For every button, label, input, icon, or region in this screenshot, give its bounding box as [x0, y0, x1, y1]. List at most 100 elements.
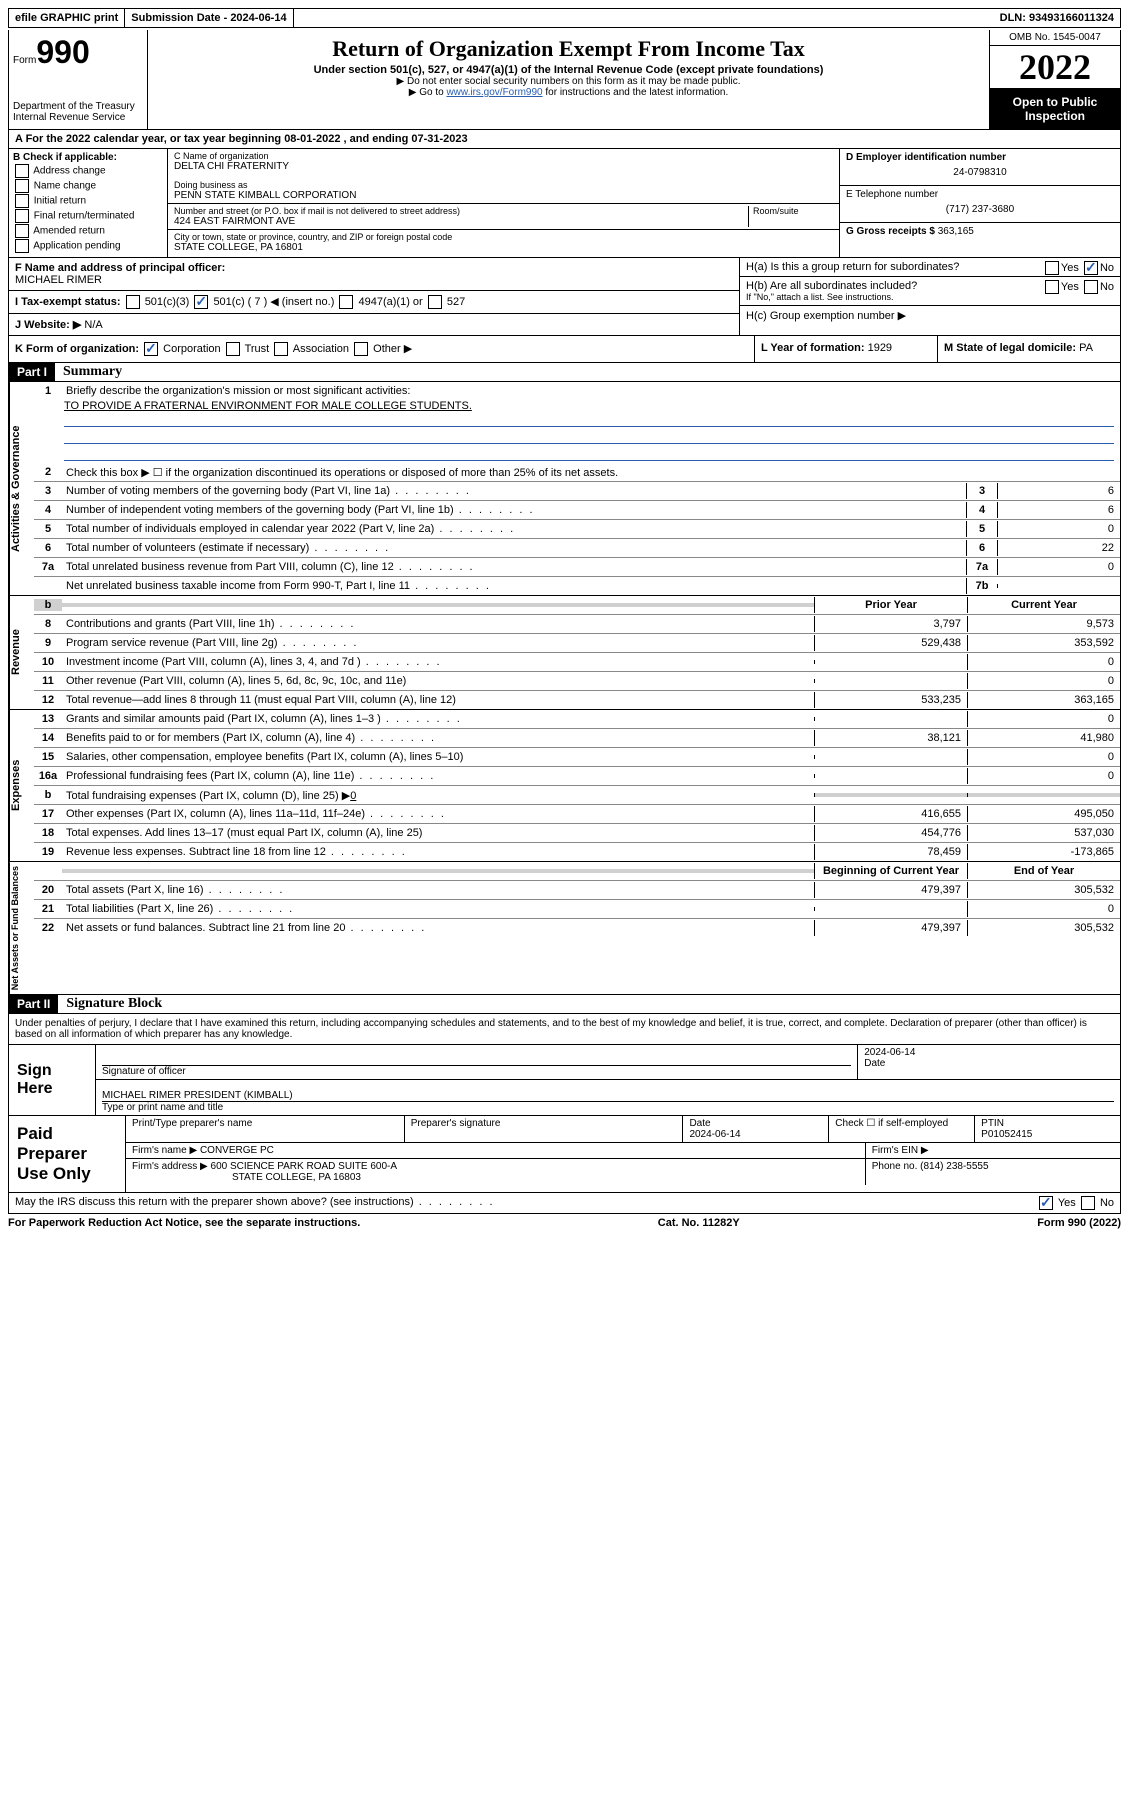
ha-no[interactable] — [1084, 261, 1098, 275]
website-label: J Website: ▶ — [15, 319, 81, 331]
chk-final[interactable]: Final return/terminated — [13, 209, 163, 223]
l7a: Total unrelated business revenue from Pa… — [62, 559, 966, 575]
l21c: 0 — [967, 901, 1120, 917]
org-name-row: C Name of organization DELTA CHI FRATERN… — [168, 149, 839, 204]
prep-date: Date2024-06-14 — [683, 1116, 829, 1142]
l19p: 78,459 — [814, 844, 967, 860]
block-net-assets: Net Assets or Fund Balances Beginning of… — [8, 862, 1121, 995]
phone-value: (717) 237-3680 — [846, 200, 1114, 219]
irs-link[interactable]: www.irs.gov/Form990 — [446, 87, 542, 98]
box-d-e-g: D Employer identification number 24-0798… — [840, 149, 1120, 257]
l15c: 0 — [967, 749, 1120, 765]
sign-here-label: Sign Here — [9, 1045, 96, 1115]
paid-preparer-block: Paid Preparer Use Only Print/Type prepar… — [8, 1116, 1121, 1193]
phone-row: E Telephone number (717) 237-3680 — [840, 186, 1120, 223]
hb-yes[interactable] — [1045, 280, 1059, 294]
part-i-header: Part I Summary — [8, 363, 1121, 382]
fijk-left: F Name and address of principal officer:… — [9, 258, 740, 335]
discuss-text: May the IRS discuss this return with the… — [15, 1196, 495, 1210]
l7bv — [997, 584, 1120, 588]
prep-name-label: Print/Type preparer's name — [126, 1116, 405, 1142]
paid-label: Paid Preparer Use Only — [9, 1116, 126, 1192]
l13c: 0 — [967, 711, 1120, 727]
l12: Total revenue—add lines 8 through 11 (mu… — [62, 692, 814, 708]
discuss-row: May the IRS discuss this return with the… — [8, 1193, 1121, 1214]
block-governance: Activities & Governance 1 Briefly descri… — [8, 382, 1121, 596]
chk-501c3[interactable] — [126, 295, 140, 309]
box-f: F Name and address of principal officer:… — [9, 258, 739, 291]
city-row: City or town, state or province, country… — [168, 230, 839, 255]
header-left: Form990 Department of the Treasury Inter… — [9, 30, 148, 129]
k-label: K Form of organization: — [15, 343, 139, 355]
officer-name: MICHAEL RIMER — [15, 274, 102, 286]
chk-527[interactable] — [428, 295, 442, 309]
l16b: Total fundraising expenses (Part IX, col… — [62, 787, 814, 804]
l12c: 363,165 — [967, 692, 1120, 708]
l21: Total liabilities (Part X, line 26) — [62, 901, 814, 917]
chk-trust[interactable] — [226, 342, 240, 356]
l8p: 3,797 — [814, 616, 967, 632]
sig-name-cell: MICHAEL RIMER PRESIDENT (KIMBALL) Type o… — [96, 1080, 1120, 1115]
chk-amended[interactable]: Amended return — [13, 224, 163, 238]
omb-number: OMB No. 1545-0047 — [990, 30, 1120, 46]
l4v: 6 — [997, 502, 1120, 518]
sig-officer-label: Signature of officer — [102, 1066, 851, 1077]
vtab-governance: Activities & Governance — [9, 382, 34, 595]
l6v: 22 — [997, 540, 1120, 556]
chk-4947[interactable] — [339, 295, 353, 309]
firm-phone: Phone no. (814) 238-5555 — [866, 1159, 1120, 1185]
hdr-prior: Prior Year — [814, 597, 967, 613]
block-expenses: Expenses 13Grants and similar amounts pa… — [8, 710, 1121, 862]
spacer — [294, 9, 994, 27]
dba-name: PENN STATE KIMBALL CORPORATION — [174, 190, 833, 201]
note-2: ▶ Go to www.irs.gov/Form990 for instruct… — [158, 87, 979, 98]
box-c: C Name of organization DELTA CHI FRATERN… — [168, 149, 840, 257]
note2-post: for instructions and the latest informat… — [543, 87, 729, 98]
firm-addr2: STATE COLLEGE, PA 16803 — [132, 1172, 859, 1183]
l22c: 305,532 — [967, 920, 1120, 936]
firm-ein: Firm's EIN ▶ — [866, 1143, 1120, 1158]
dba-label: Doing business as — [174, 180, 833, 190]
chk-other[interactable] — [354, 342, 368, 356]
row-i: I Tax-exempt status: 501(c)(3) 501(c) ( … — [9, 291, 739, 314]
l7av: 0 — [997, 559, 1120, 575]
chk-501c[interactable] — [194, 295, 208, 309]
l20: Total assets (Part X, line 16) — [62, 882, 814, 898]
sig-date-cell: 2024-06-14 Date — [858, 1045, 1120, 1079]
note-1: ▶ Do not enter social security numbers o… — [158, 76, 979, 87]
form-title: Return of Organization Exempt From Incom… — [158, 36, 979, 62]
l11c: 0 — [967, 673, 1120, 689]
l9p: 529,438 — [814, 635, 967, 651]
chk-pending[interactable]: Application pending — [13, 239, 163, 253]
l20c: 305,532 — [967, 882, 1120, 898]
h-c: H(c) Group exemption number ▶ — [740, 306, 1120, 325]
governance-body: 1 Briefly describe the organization's mi… — [34, 382, 1120, 595]
street-label: Number and street (or P.O. box if mail i… — [174, 206, 748, 216]
header-mid: Return of Organization Exempt From Incom… — [148, 30, 989, 129]
sig-officer-cell: Signature of officer — [96, 1045, 858, 1079]
chk-corp[interactable] — [144, 342, 158, 356]
prep-sig-label: Preparer's signature — [405, 1116, 684, 1142]
ha-yes[interactable] — [1045, 261, 1059, 275]
form-header: Form990 Department of the Treasury Inter… — [8, 30, 1121, 130]
l17: Other expenses (Part IX, column (A), lin… — [62, 806, 814, 822]
vtab-expenses: Expenses — [9, 710, 34, 861]
chk-name[interactable]: Name change — [13, 179, 163, 193]
org-name: DELTA CHI FRATERNITY — [174, 161, 833, 172]
chk-initial[interactable]: Initial return — [13, 194, 163, 208]
discuss-no[interactable] — [1081, 1196, 1095, 1210]
mission-blank-1 — [64, 412, 1114, 427]
mission-text: TO PROVIDE A FRATERNAL ENVIRONMENT FOR M… — [34, 400, 1120, 412]
l14p: 38,121 — [814, 730, 967, 746]
hb-no[interactable] — [1084, 280, 1098, 294]
hc-label: H(c) Group exemption number ▶ — [746, 310, 906, 322]
ln-1: 1 — [34, 385, 62, 397]
l4: Number of independent voting members of … — [62, 502, 966, 518]
vtab-revenue: Revenue — [9, 596, 34, 709]
discuss-yes[interactable] — [1039, 1196, 1053, 1210]
ein-label: D Employer identification number — [846, 152, 1006, 163]
chk-address[interactable]: Address change — [13, 164, 163, 178]
chk-assoc[interactable] — [274, 342, 288, 356]
row-f-h: F Name and address of principal officer:… — [8, 258, 1121, 336]
l18: Total expenses. Add lines 13–17 (must eq… — [62, 825, 814, 841]
